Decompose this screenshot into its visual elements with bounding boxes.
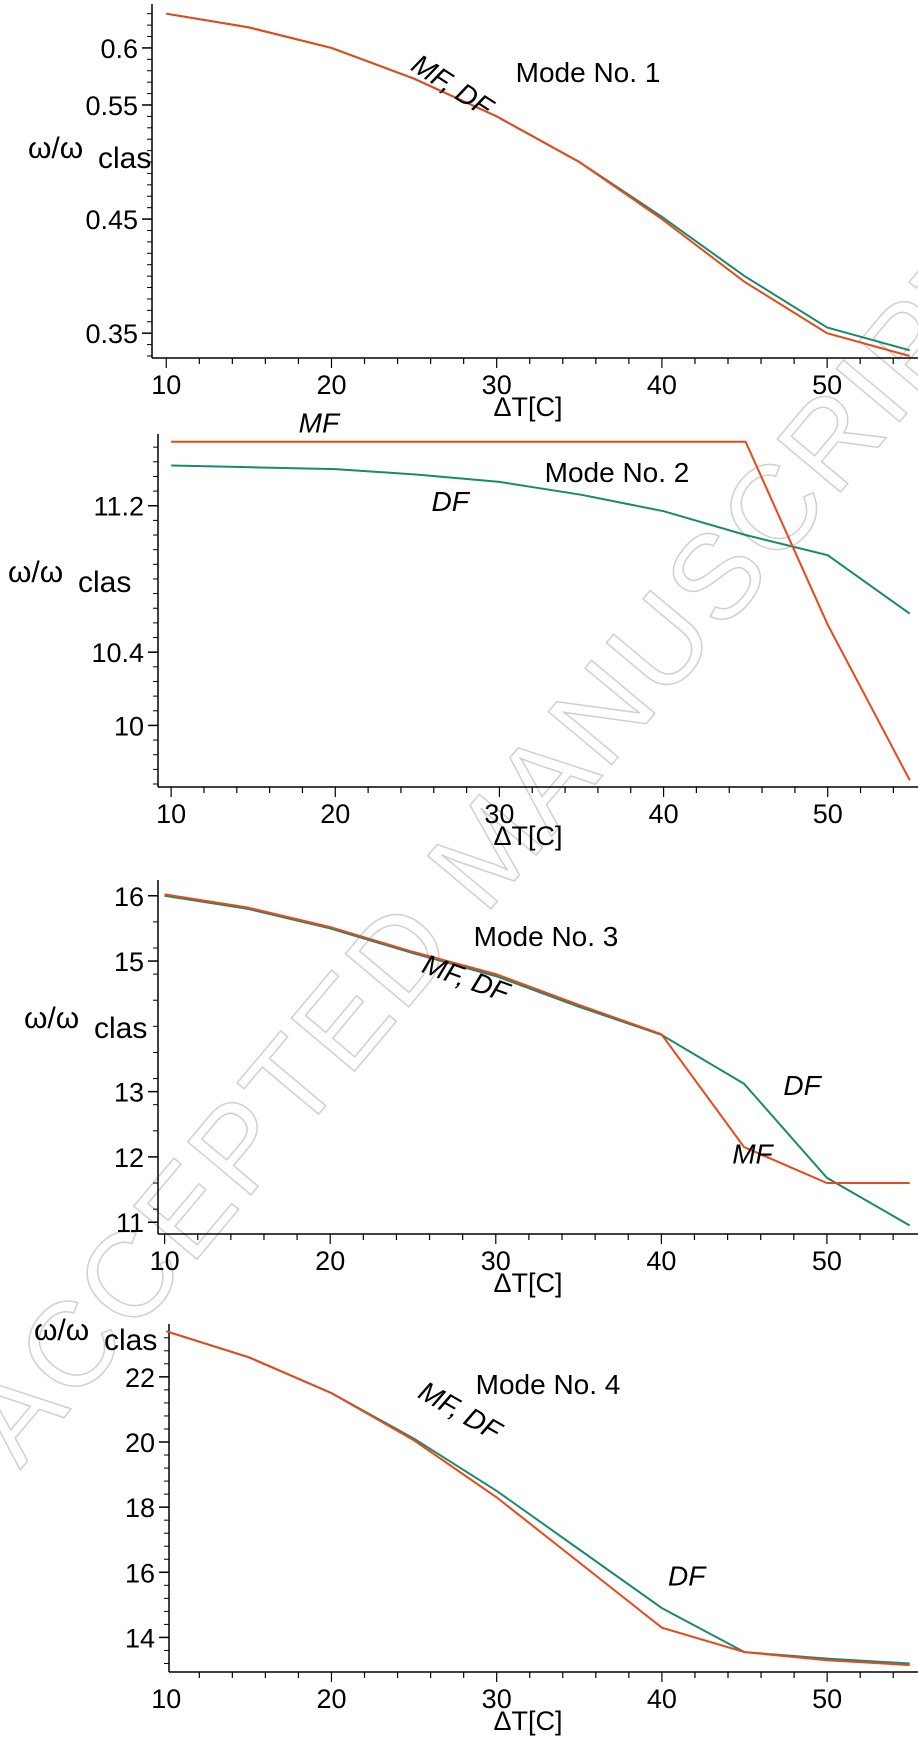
x-tick-label: 10: [156, 799, 186, 829]
curve-label: DF: [432, 486, 471, 517]
y-axis-title-sub: clas: [98, 142, 151, 175]
curve-label: MF, DF: [406, 48, 500, 124]
x-axis-title: ΔT[C]: [493, 821, 562, 851]
curve-label: DF: [783, 1070, 822, 1101]
y-tick-label: 0.35: [85, 319, 138, 349]
x-tick-label: 10: [151, 1684, 181, 1714]
curve-label: MF: [299, 408, 341, 439]
y-tick-label: 20: [125, 1428, 155, 1458]
x-tick-label: 40: [649, 799, 679, 829]
x-axis-title: ΔT[C]: [493, 1706, 562, 1736]
series-line-df: [164, 894, 911, 1227]
x-tick-label: 30: [482, 370, 512, 400]
y-axis-title-sub: clas: [78, 566, 131, 599]
y-tick-label: 16: [125, 1558, 155, 1588]
x-tick-label: 40: [647, 1684, 677, 1714]
chart-panel-4: 10 20 30 40 50 ΔT[C] 22 20 18 16 14 ω/ω clas Mode No.…: [34, 1314, 918, 1736]
mode-annotation: Mode No. 1: [516, 57, 661, 88]
series-line-mf: [166, 12, 910, 357]
x-tick-label: 20: [320, 799, 350, 829]
x-tick-label: 30: [484, 799, 514, 829]
x-tick-label: 40: [646, 1246, 676, 1276]
x-tick-label: 40: [647, 370, 677, 400]
x-tick-label: 10: [150, 1246, 180, 1276]
series-line-mf: [164, 893, 910, 1184]
y-axis-title: ω/ω: [34, 1314, 89, 1347]
y-tick-label: 10: [114, 711, 144, 741]
y-tick-label: 11.2: [93, 492, 144, 522]
x-tick-label: 20: [315, 1246, 345, 1276]
x-tick-label: 20: [316, 370, 346, 400]
y-axis-title: ω/ω: [24, 1002, 79, 1035]
y-tick-label: 0.6: [100, 34, 138, 64]
x-tick-label: 50: [813, 799, 843, 829]
mode-annotation: Mode No. 4: [476, 1369, 621, 1400]
watermark: ACCEPTED MANUSCRIPT: [0, 208, 918, 1488]
y-axis-title: ω/ω: [28, 132, 83, 165]
x-axis-title: ΔT[C]: [493, 392, 562, 422]
chart-panel-1: 10 20 30 40 50 ΔT[C] 0.6 0.55 0.45 0.35 ω/ω clas Mod…: [28, 4, 918, 422]
y-axis-title-sub: clas: [104, 1324, 157, 1357]
x-tick-label: 10: [151, 370, 181, 400]
x-tick-label: 50: [812, 370, 842, 400]
x-tick-label: 20: [316, 1684, 346, 1714]
y-axis-title: ω/ω: [8, 556, 63, 589]
curve-label: DF: [668, 1560, 707, 1591]
chart-panel-2: 10 20 30 40 50 ΔT[C] 11.2 10.4 10 ω/ω clas Mode No.…: [8, 408, 918, 851]
y-tick-label: 0.45: [85, 205, 138, 235]
y-tick-label: 10.4: [91, 638, 144, 668]
x-tick-label: 30: [481, 1246, 511, 1276]
y-axis-title-sub: clas: [94, 1012, 147, 1045]
series-line-mf: [165, 1330, 910, 1667]
x-tick-label: 50: [812, 1246, 842, 1276]
x-axis-title: ΔT[C]: [493, 1268, 562, 1298]
y-tick-label: 11: [116, 1208, 144, 1238]
y-tick-label: 22: [125, 1363, 155, 1393]
mode-annotation: Mode No. 3: [474, 921, 619, 952]
y-tick-label: 15: [114, 947, 144, 977]
y-tick-label: 14: [125, 1623, 155, 1653]
y-tick-label: 16: [114, 882, 144, 912]
series-line-mf: [171, 440, 911, 781]
y-tick-label: 0.55: [85, 91, 138, 121]
y-tick-label: 12: [114, 1143, 144, 1173]
y-tick-label: 13: [114, 1078, 144, 1108]
y-tick-label: 18: [125, 1493, 155, 1523]
x-tick-label: 30: [482, 1684, 512, 1714]
x-tick-label: 50: [812, 1684, 842, 1714]
watermark-text: ACCEPTED MANUSCRIPT: [0, 209, 918, 1487]
mode-annotation: Mode No. 2: [545, 457, 690, 488]
curve-label: MF: [732, 1138, 774, 1169]
series-line-df: [171, 464, 911, 615]
